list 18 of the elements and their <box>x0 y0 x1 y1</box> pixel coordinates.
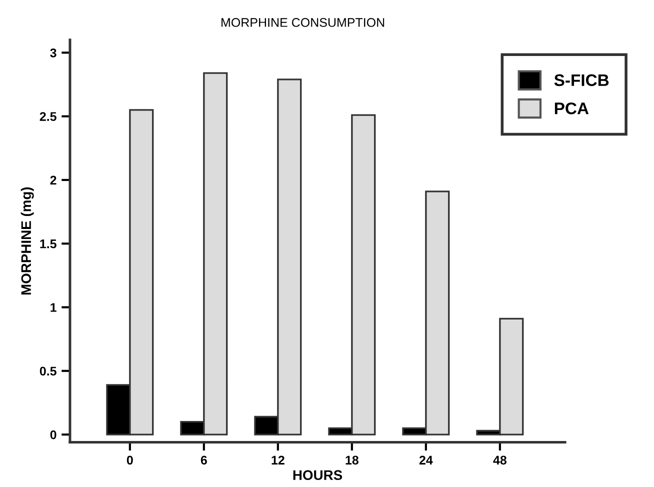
y-tick-label: 3 <box>50 48 56 58</box>
y-tick-label: 0.5 <box>40 366 56 376</box>
x-tick-label: 18 <box>346 456 358 465</box>
legend-label: PCA <box>554 102 589 114</box>
x-axis-title: HOURS <box>293 470 342 480</box>
y-tick-label: 1.5 <box>40 240 56 248</box>
y-tick-label: 2 <box>50 176 56 184</box>
y-tick-label: 1 <box>50 303 56 312</box>
chart-title: MORPHINE CONSUMPTION <box>222 18 384 27</box>
x-tick-label: 6 <box>200 456 207 465</box>
x-tick-label: 0 <box>126 456 133 465</box>
x-tick-label: 24 <box>419 456 433 464</box>
y-tick-label: 2.5 <box>40 112 56 121</box>
legend-label: S-FICB <box>554 74 609 86</box>
y-axis-title: MORPHINE (mg) <box>20 187 34 295</box>
y-tick-label: 0 <box>50 430 56 440</box>
x-tick-label: 48 <box>493 456 507 465</box>
x-tick-label: 12 <box>272 456 284 464</box>
